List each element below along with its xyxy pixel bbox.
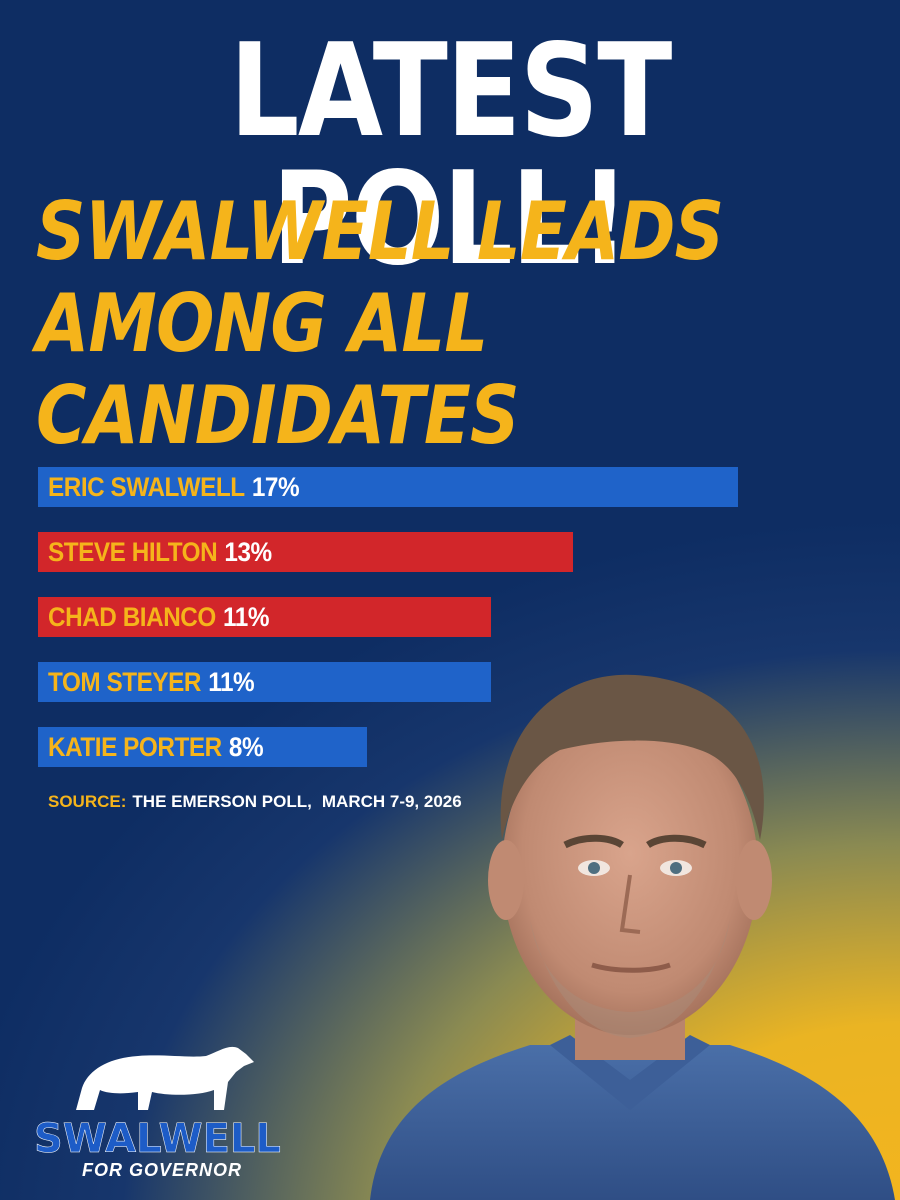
value-label: 11% bbox=[223, 602, 270, 632]
value-label: 8% bbox=[228, 732, 264, 762]
bar-label: ERIC SWALWELL 17% bbox=[48, 467, 300, 507]
subheadline: SWALWELL LEADS AMONG ALL CANDIDATES bbox=[36, 186, 810, 462]
bar-chad-bianco bbox=[38, 597, 491, 637]
source-date: MARCH 7-9, 2026 bbox=[321, 792, 462, 811]
bar-label: CHAD BIANCO 11% bbox=[48, 597, 269, 637]
logo-wordmark: SWALWELL bbox=[34, 1116, 281, 1163]
bar-label: TOM STEYER 11% bbox=[48, 662, 255, 702]
bear-icon bbox=[76, 1046, 254, 1110]
candidate-portrait bbox=[370, 674, 895, 1200]
value-label: 11% bbox=[208, 667, 255, 697]
candidate-name: CHAD BIANCO bbox=[48, 602, 216, 632]
bar-steve-hilton bbox=[38, 532, 573, 572]
value-label: 13% bbox=[224, 537, 272, 567]
candidate-name: KATIE PORTER bbox=[48, 732, 222, 762]
headline: LATEST POLL! bbox=[229, 17, 672, 294]
candidate-name: TOM STEYER bbox=[48, 667, 202, 697]
logo-subtitle: FOR GOVERNOR bbox=[82, 1160, 243, 1180]
source-label: SOURCE: bbox=[48, 792, 127, 811]
candidate-name: STEVE HILTON bbox=[48, 537, 218, 567]
subheadline-line-2: AMONG ALL bbox=[36, 277, 488, 370]
bar-katie-porter bbox=[38, 727, 367, 767]
subheadline-line-3: CANDIDATES bbox=[36, 369, 520, 462]
bar-eric-swalwell bbox=[38, 467, 738, 507]
bar-tom-steyer bbox=[38, 662, 491, 702]
candidate-name: ERIC SWALWELL bbox=[48, 472, 245, 502]
subheadline-line-1: SWALWELL LEADS bbox=[36, 185, 724, 278]
source-note: SOURCE: THE EMERSON POLL, MARCH 7-9, 2026 bbox=[48, 792, 462, 812]
bar-label: STEVE HILTON 13% bbox=[48, 532, 272, 572]
value-label: 17% bbox=[251, 472, 300, 502]
bar-label: KATIE PORTER 8% bbox=[48, 727, 264, 767]
campaign-logo: SWALWELL FOR GOVERNOR bbox=[30, 1040, 281, 1190]
source-text: THE EMERSON POLL, bbox=[132, 792, 312, 811]
